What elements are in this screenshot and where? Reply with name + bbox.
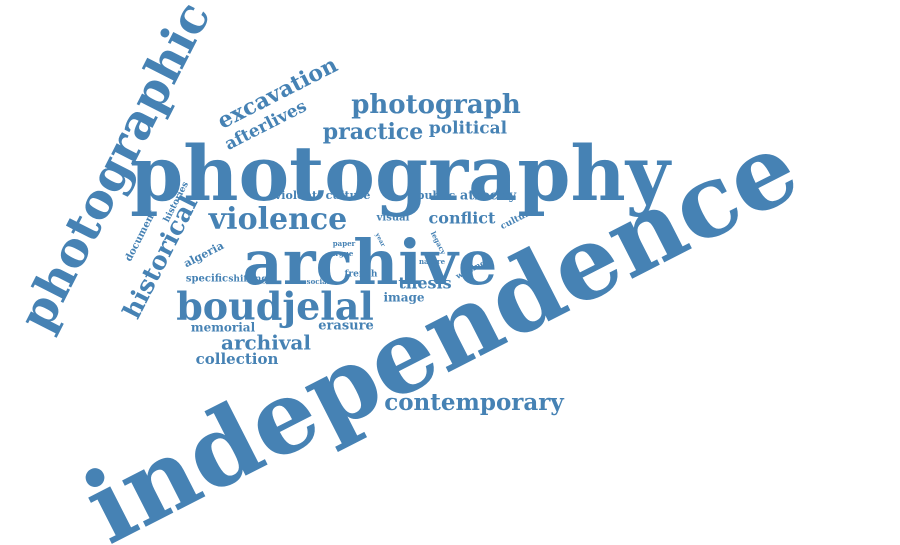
- word-social: social: [307, 277, 330, 286]
- word-visual: visual: [376, 213, 410, 224]
- word-memorial: memorial: [191, 321, 256, 335]
- word-archival: archival: [221, 331, 311, 355]
- word-paper: paper: [333, 239, 356, 248]
- word-political: political: [429, 119, 508, 139]
- word-conflict: conflict: [429, 209, 497, 228]
- word-boudjelal: boudjelal: [176, 284, 374, 329]
- word-french: french: [345, 270, 378, 280]
- word-argue: argue: [331, 249, 354, 258]
- word-photograph: photograph: [351, 90, 521, 120]
- word-culture: culture: [326, 189, 371, 202]
- word-photography: photography: [130, 129, 672, 218]
- word-specific: specific: [186, 274, 228, 285]
- word-practice: practice: [323, 119, 424, 145]
- word-thesis: thesis: [398, 274, 451, 293]
- word-atrocity: atrocity: [460, 189, 517, 204]
- word-algeria: algeria: [182, 239, 226, 270]
- word-shifting: shifting: [228, 275, 268, 285]
- word-erasure: erasure: [318, 319, 373, 334]
- word-archive: archive: [243, 226, 498, 299]
- word-contemporary: contemporary: [384, 389, 564, 416]
- word-public: public: [417, 189, 456, 202]
- word-image: image: [383, 291, 424, 305]
- word-collection: collection: [196, 350, 279, 368]
- word-nature: nature: [419, 257, 446, 266]
- word-violence: violence: [208, 202, 348, 237]
- word-violent: violent: [274, 189, 318, 202]
